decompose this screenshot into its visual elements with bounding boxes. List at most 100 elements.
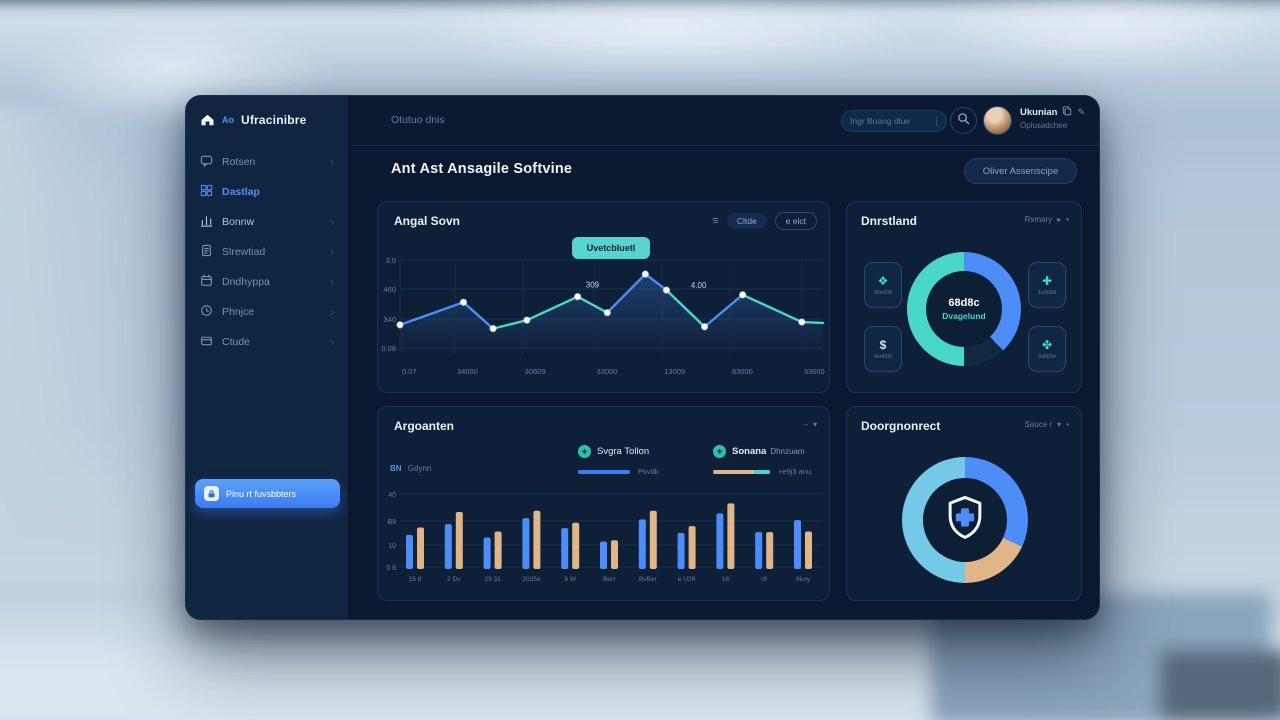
header-action-button[interactable]: Oliver Assenscipe: [964, 158, 1077, 184]
calendar-icon: [200, 274, 213, 290]
search-divider: |: [935, 115, 938, 127]
dot-icon: •: [1066, 215, 1069, 224]
legend-entry-0: ✚ Svgra Tollon Psvdb: [578, 445, 659, 476]
svg-text:33600: 33600: [804, 367, 825, 376]
line-menu-button[interactable]: Cltde: [726, 213, 767, 229]
line-panel-controls: ≡ Cltde e elct: [712, 212, 817, 230]
sidebar-item-slrewtiad[interactable]: Slrewtiad ›: [186, 237, 348, 267]
svg-text:2 Dv: 2 Dv: [447, 576, 461, 583]
dashboard-icon: [200, 184, 213, 200]
bar-panel-controls[interactable]: – ▾: [804, 420, 817, 429]
document-icon: [200, 244, 213, 260]
page-title: Ant Ast Ansagile Softvine: [391, 161, 573, 177]
line-chart-panel: Angal Sovn ≡ Cltde e elct Uvetcbluetl 30…: [377, 201, 830, 393]
donut2-center: [923, 478, 1007, 562]
legend-entry-1: ✚ Sonana Dhnzuam +e9j3 anu: [713, 445, 811, 476]
svg-text:460: 460: [383, 285, 396, 294]
sidebar-item-bonnw[interactable]: Bonnw ›: [186, 207, 348, 237]
svg-text:30609: 30609: [525, 367, 546, 376]
svg-text:B9: B9: [387, 519, 396, 526]
svg-text:2025e: 2025e: [522, 576, 540, 583]
sidebar-item-label: Dndhyppa: [222, 276, 270, 288]
line-range-button[interactable]: e elct: [774, 212, 817, 230]
brand-prefix: Ao: [222, 115, 234, 125]
main-content: Ant Ast Ansagile Softvine Oliver Assensc…: [349, 146, 1099, 619]
search-button[interactable]: [950, 107, 977, 134]
chevron-down-icon: ▾: [1057, 420, 1062, 429]
stat-tile-1[interactable]: $4sn600: [864, 326, 902, 372]
chevron-down-icon: ▾: [812, 420, 817, 429]
legend-marker-icon: ✚: [713, 445, 726, 458]
user-subtitle: Oplusadchee: [1020, 121, 1068, 130]
phone-icon: [200, 304, 213, 320]
chart-icon: [200, 214, 213, 230]
svg-text:340: 340: [383, 315, 396, 324]
shield-cross-icon: [942, 494, 988, 547]
legend-title: Svgra Tollon: [597, 446, 650, 457]
dollar-icon: $: [879, 337, 887, 352]
legend-meter: [713, 469, 770, 474]
legend-title: Sonana Dhnzuam: [732, 446, 805, 457]
svg-text:10: 10: [388, 543, 396, 550]
svg-text:3.0: 3.0: [386, 256, 396, 265]
donut1-center-value: 68d8c: [948, 297, 980, 309]
legend-head: ✚ Sonana Dhnzuam: [713, 445, 811, 458]
user-avatar[interactable]: [983, 106, 1012, 135]
copy-icon[interactable]: [1062, 106, 1072, 118]
sidebar-item-ctude[interactable]: Ctude ›: [186, 327, 348, 357]
svg-text:0.08: 0.08: [381, 344, 396, 353]
sidebar: Ao Ufracinibre Rotsen › Dastlap Bonnw › Slrew…: [186, 96, 349, 619]
sidebar-item-rotsen[interactable]: Rotsen ›: [186, 147, 348, 177]
donut1-center-label: Dvagelund: [942, 311, 986, 321]
donut-chart-1: 68d8c Dvagelund: [907, 252, 1021, 366]
search-field[interactable]: |: [841, 110, 947, 132]
list-icon[interactable]: ≡: [712, 215, 719, 227]
svg-text:e U29: e U29: [678, 576, 696, 583]
donut1-center: 68d8c Dvagelund: [926, 271, 1002, 347]
donut2-panel-title: Doorgnonrect: [861, 419, 941, 433]
topbar: Otutuo dnis | Ukunian ✎ Oplusad: [349, 96, 1099, 146]
chart-tooltip-badge: Uvetcbluetl: [572, 237, 650, 259]
sidebar-item-label: Bonnw: [222, 216, 255, 228]
ceiling-light: [406, 0, 926, 76]
search-input[interactable]: [850, 116, 936, 126]
line-chart: 309 4.00 3.0 460 340 0.08 0.07 34000 30609 33000 1…: [381, 256, 825, 376]
svg-text:BvBer: BvBer: [639, 576, 658, 583]
sparkle-icon: ❖: [877, 273, 889, 288]
svg-text:8 W: 8 W: [564, 576, 576, 583]
sidebar-item-dastlap[interactable]: Dastlap: [186, 177, 348, 207]
legend-meter-row: Psvdb: [578, 467, 659, 476]
svg-text:4.00: 4.00: [691, 281, 707, 290]
legend-value: +e9j3 anu: [778, 467, 812, 476]
sidebar-item-dndhyppa[interactable]: Dndhyppa ›: [186, 267, 348, 297]
sidebar-item-phnjce[interactable]: Phnjce ›: [186, 297, 348, 327]
svg-text:83000: 83000: [732, 367, 753, 376]
svg-text:33000: 33000: [597, 367, 618, 376]
bar-axis-caption-label: Gdynn: [407, 464, 432, 473]
svg-text:9lory: 9lory: [796, 576, 811, 583]
legend-head: ✚ Svgra Tollon: [578, 445, 659, 458]
svg-text:13009: 13009: [664, 367, 685, 376]
stat-tile-3[interactable]: ✤ 3d609e: [1028, 326, 1066, 372]
legend-value: Psvdb: [638, 467, 659, 476]
chevron-right-icon: ▸: [1057, 215, 1062, 224]
sidebar-item-label: Phnjce: [222, 306, 255, 318]
user-block: Ukunian ✎ Oplusadchee: [1020, 106, 1085, 130]
donut2-panel-link[interactable]: Sauce r ▾ •: [1025, 420, 1069, 429]
svg-text:9lorr: 9lorr: [602, 576, 616, 583]
edit-icon[interactable]: ✎: [1077, 106, 1086, 117]
stat-tile-label: 1s360d: [1037, 289, 1057, 296]
sidebar-cta-button[interactable]: Pinu rt fuvsbbters: [195, 479, 340, 508]
stat-tile-2[interactable]: ✚ 1s360d: [1028, 262, 1066, 308]
donut1-panel-link[interactable]: Rsmary ▸ •: [1025, 215, 1069, 224]
breadcrumb: Otutuo dnis: [391, 114, 445, 126]
brand-logo[interactable]: Ao Ufracinibre: [186, 96, 348, 139]
stat-tile-0[interactable]: ❖ 36e609: [864, 262, 902, 308]
legend-meter: [578, 469, 630, 474]
chevron-right-icon: ›: [330, 276, 334, 288]
bar-axis-caption: BN Gdynn: [390, 464, 431, 473]
bar-chart-panel: Argoanten – ▾ BN Gdynn ✚ Svgra Tollon Psvd…: [377, 406, 830, 601]
search-icon: [957, 112, 970, 130]
brand-name: Ufracinibre: [241, 113, 307, 127]
